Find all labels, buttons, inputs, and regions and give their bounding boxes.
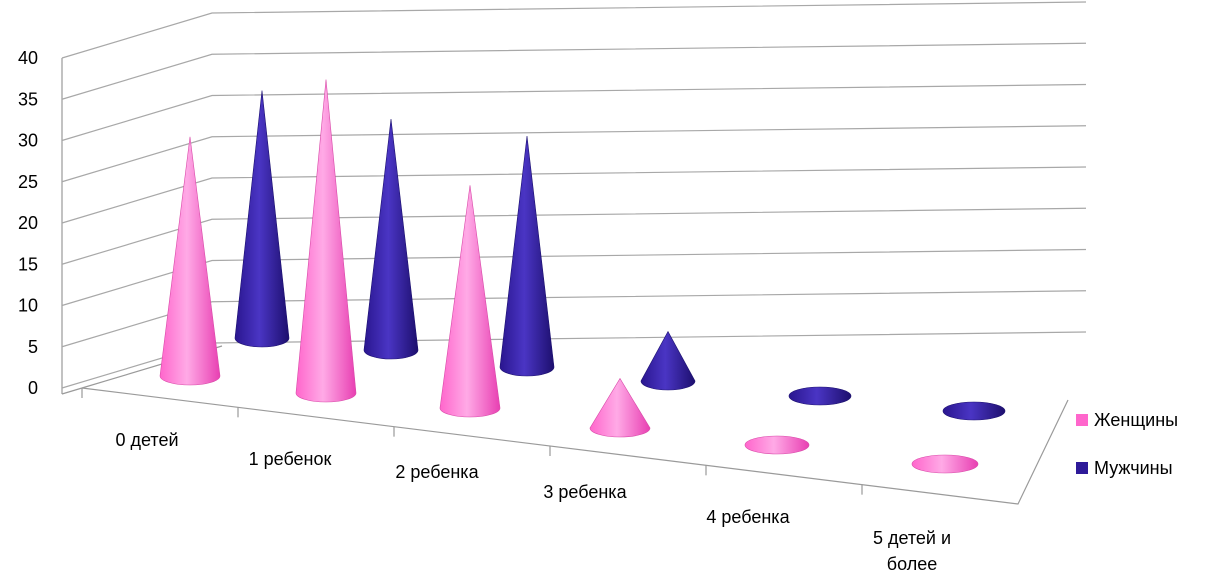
gridline (61, 290, 1087, 348)
cone-men (942, 401, 1006, 421)
cone-men (640, 330, 696, 391)
y-tick-label: 25 (18, 172, 38, 192)
plot-area (159, 79, 1006, 474)
y-axis: 0 5 10 15 20 25 30 35 40 (18, 48, 38, 398)
gridlines (61, 1, 1087, 389)
cone-women (439, 185, 501, 418)
legend-swatch-men (1076, 462, 1088, 474)
x-tick-label: 2 ребенка (395, 462, 479, 482)
axis-stub (61, 387, 83, 395)
x-tick-label: 1 ребенок (249, 449, 332, 469)
x-tick-label: 4 ребенка (706, 507, 790, 527)
y-tick-label: 0 (28, 378, 38, 398)
cone-women (295, 79, 357, 403)
x-tick-label: 0 детей (115, 430, 178, 450)
cone-men (234, 90, 290, 348)
x-tick-label: 3 ребенка (543, 482, 627, 502)
gridline (61, 83, 1087, 142)
cone-men (788, 386, 852, 406)
x-axis: 0 детей 1 ребенок 2 ребенка 3 ребенка 4 ребе… (81, 388, 951, 574)
cone-women (911, 454, 979, 474)
cone-men (363, 118, 419, 360)
cone-men (499, 135, 555, 377)
x-tick-label: 5 детей и более (873, 528, 951, 574)
y-tick-label: 40 (18, 48, 38, 68)
gridline (61, 248, 1087, 307)
gridline (61, 1, 1087, 59)
legend-label-men: Мужчины (1094, 458, 1173, 478)
gridline (61, 42, 1087, 100)
gridline (61, 207, 1087, 265)
y-tick-label: 35 (18, 89, 38, 109)
y-tick-label: 20 (18, 213, 38, 233)
y-tick-label: 30 (18, 131, 38, 151)
y-tick-label: 15 (18, 254, 38, 274)
y-tick-label: 10 (18, 296, 38, 316)
chart-walls (61, 58, 1069, 505)
legend-swatch-women (1076, 414, 1088, 426)
gridline (61, 125, 1087, 183)
cone-women (744, 435, 810, 455)
x-tick-label-line: 5 детей и (873, 528, 951, 548)
legend-label-women: Женщины (1094, 410, 1178, 430)
cone-women (159, 136, 221, 386)
legend: Женщины Мужчины (1076, 410, 1178, 478)
x-tick-label-line: более (887, 554, 937, 574)
y-tick-label: 5 (28, 337, 38, 357)
gridline (61, 166, 1087, 224)
cone-women (589, 377, 651, 438)
